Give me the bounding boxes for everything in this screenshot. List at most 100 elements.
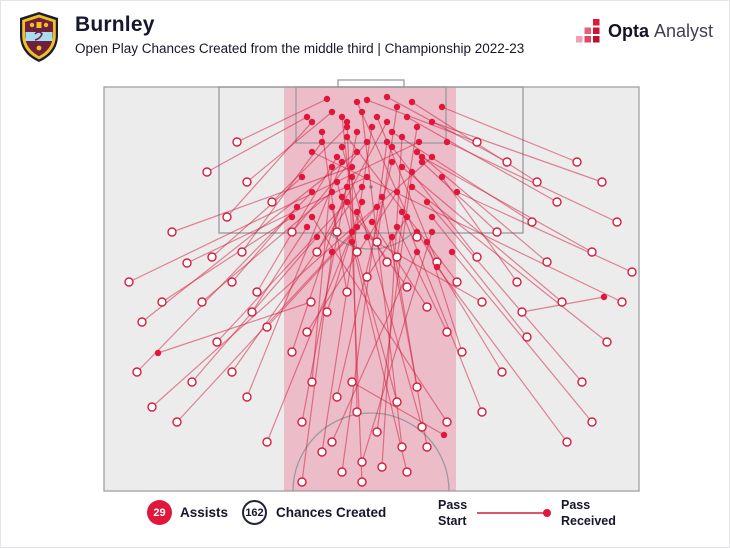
pass-start-marker [317, 447, 327, 457]
pass-start-marker [472, 137, 482, 147]
opta-analyst-logo: Opta Analyst [575, 11, 713, 43]
pass-start-marker [477, 297, 487, 307]
pass-line [356, 211, 388, 263]
pass-received-marker [353, 208, 361, 216]
pass-line [186, 176, 368, 264]
pass-received-marker [348, 163, 356, 171]
pass-received-marker [328, 248, 336, 256]
pass-received-marker [318, 138, 326, 146]
pass-line [421, 156, 593, 253]
pass-start-marker [167, 227, 177, 237]
pass-received-marker [418, 158, 426, 166]
pass-line [136, 191, 313, 373]
pass-received-marker [413, 248, 421, 256]
pass-layer [124, 93, 637, 487]
pass-received-marker [348, 228, 356, 236]
pass-line [451, 251, 593, 423]
pass-line [431, 121, 603, 183]
pass-received-marker [328, 108, 336, 116]
pass-received-line1: Pass [561, 498, 591, 512]
pass-start-marker [137, 317, 147, 327]
burnley-crest-logo [20, 12, 58, 62]
pass-received-marker [428, 118, 436, 126]
pass-received-marker [298, 173, 306, 181]
pass-line [421, 161, 498, 233]
pass-start-marker [187, 377, 197, 387]
pass-start-marker [587, 417, 597, 427]
pass-start-label: Pass Start [438, 497, 467, 530]
pass-start-marker [497, 367, 507, 377]
pass-start-marker [587, 247, 597, 257]
pass-received-marker [338, 143, 346, 151]
pass-start-marker [452, 277, 462, 287]
pass-line [171, 166, 353, 233]
pass-received-marker [383, 138, 391, 146]
pass-received-marker [343, 198, 351, 206]
pass-received-marker [423, 198, 431, 206]
pass-received-marker [313, 233, 321, 241]
pass-line [391, 146, 478, 258]
pass-line [401, 166, 563, 303]
pass-line [366, 236, 483, 303]
pass-start-marker [532, 177, 542, 187]
pass-line [216, 201, 348, 343]
pass-received-marker [353, 223, 361, 231]
pass-start-marker [332, 392, 342, 402]
opta-brand-bold: Opta [607, 20, 649, 41]
pass-line [331, 251, 418, 443]
pass-received-marker [393, 188, 401, 196]
pass-start-marker [262, 437, 272, 447]
pass-start-marker [287, 347, 297, 357]
pass-line [416, 151, 548, 263]
pass-line [366, 216, 408, 278]
pass-line [291, 141, 368, 233]
pass-start-marker [382, 257, 392, 267]
pass-line [336, 181, 398, 403]
pass-line [391, 236, 428, 448]
pass-line [256, 156, 338, 293]
pass-start-marker [232, 137, 242, 147]
pass-start-marker [357, 477, 367, 487]
pass-received-marker [328, 203, 336, 211]
pass-start-marker [372, 427, 382, 437]
pass-line [301, 251, 333, 483]
pass-start-marker [237, 247, 247, 257]
pass-start-marker [577, 377, 587, 387]
pass-received-marker [363, 233, 371, 241]
pass-received-marker [373, 113, 381, 121]
pass-start-marker [402, 467, 412, 477]
pass-line [206, 116, 308, 173]
pass-start-marker [307, 377, 317, 387]
pass-received-marker [308, 213, 316, 221]
pass-line [211, 176, 303, 258]
pass-received-marker [418, 153, 426, 161]
pass-start-marker [262, 322, 272, 332]
pass-line [456, 191, 633, 273]
pass-received-marker [423, 238, 431, 246]
pass-received-marker [323, 95, 331, 103]
pass-start-marker [124, 277, 134, 287]
pass-line [401, 211, 483, 413]
pass-received-marker [318, 128, 326, 136]
pass-line [436, 266, 568, 443]
pass-line [411, 186, 608, 343]
pass-received-marker [363, 173, 371, 181]
pass-received-marker [293, 203, 301, 211]
pass-received-marker [408, 98, 416, 106]
pass-line [441, 176, 518, 283]
pass-start-marker [332, 227, 342, 237]
pass-line [231, 206, 298, 283]
pass-received-marker [343, 183, 351, 191]
pass-start-marker [352, 247, 362, 257]
pass-line [226, 121, 313, 218]
pass-start-marker [342, 287, 352, 297]
middle-third-band [284, 87, 456, 491]
pass-received-marker [373, 203, 381, 211]
pass-start-marker [312, 247, 322, 257]
pass-received-marker [368, 123, 376, 131]
pass-received-marker [393, 223, 401, 231]
pass-line [396, 226, 448, 333]
pass-received-marker [154, 349, 162, 357]
